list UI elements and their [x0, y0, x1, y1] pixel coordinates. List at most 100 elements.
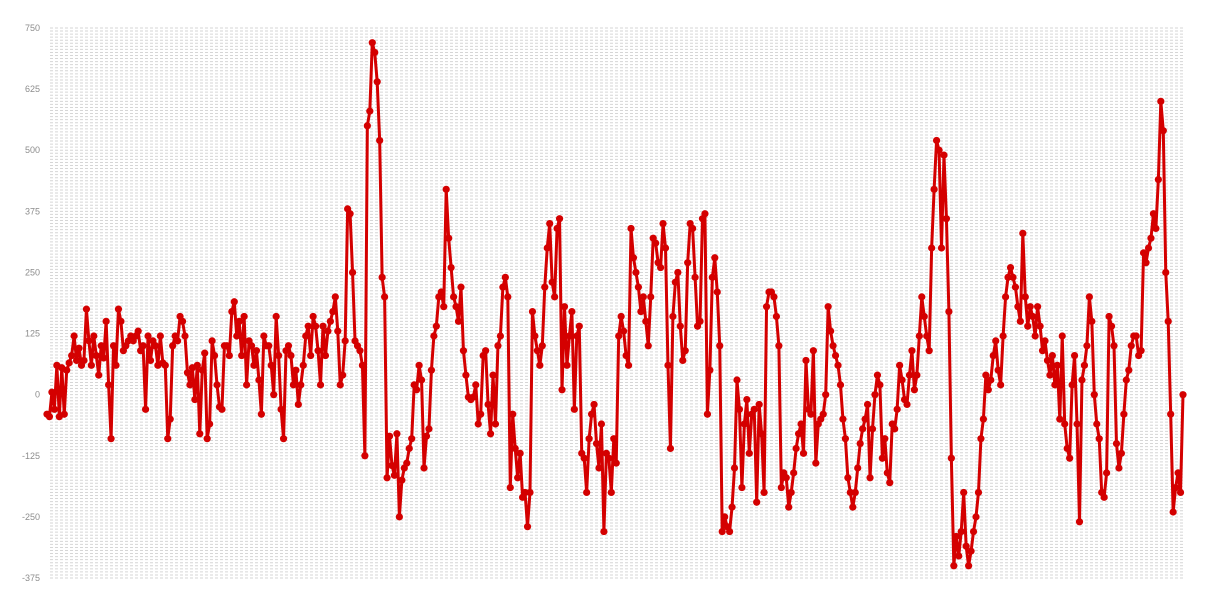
data-point: [684, 259, 692, 267]
data-point: [580, 454, 588, 462]
data-point: [563, 361, 571, 369]
data-point: [893, 405, 901, 413]
data-point: [287, 351, 295, 360]
data-point: [989, 351, 997, 360]
data-point: [275, 351, 283, 360]
data-point: [583, 488, 591, 497]
data-point: [70, 332, 78, 340]
data-point: [339, 371, 347, 379]
data-point: [827, 327, 835, 335]
data-point: [758, 430, 766, 438]
data-point: [1058, 332, 1066, 340]
data-point: [321, 351, 330, 360]
data-point: [851, 488, 859, 497]
data-point: [834, 361, 842, 369]
data-point: [918, 293, 926, 301]
data-point: [427, 366, 436, 374]
data-point: [1066, 454, 1074, 462]
data-point: [449, 293, 458, 301]
data-point: [1006, 263, 1015, 272]
data-point: [1068, 381, 1076, 389]
data-point: [208, 337, 216, 345]
data-point: [469, 393, 477, 401]
data-point: [896, 361, 904, 369]
data-point: [331, 293, 339, 301]
data-point: [777, 483, 785, 492]
data-point: [831, 351, 840, 360]
data-point: [627, 224, 635, 233]
data-point: [1103, 469, 1111, 477]
data-point: [499, 283, 507, 291]
data-point: [881, 435, 889, 443]
data-point: [1169, 508, 1177, 516]
data-point: [624, 361, 633, 369]
data-point: [728, 503, 736, 511]
data-point: [206, 420, 214, 428]
data-point: [960, 488, 968, 497]
data-point: [612, 459, 620, 467]
data-point: [60, 410, 68, 418]
data-point: [1100, 493, 1108, 501]
data-point: [925, 347, 933, 355]
data-point: [721, 513, 729, 521]
data-point: [186, 381, 194, 389]
data-point: [114, 305, 123, 313]
data-point: [107, 435, 115, 443]
data-point: [836, 381, 845, 389]
data-point: [1026, 303, 1034, 311]
data-point: [652, 239, 660, 247]
data-point: [521, 488, 529, 497]
data-point: [1019, 229, 1027, 237]
data-point: [482, 347, 490, 355]
data-point: [368, 39, 376, 47]
data-point: [782, 474, 790, 482]
data-point: [1034, 303, 1042, 311]
data-point: [716, 342, 724, 350]
data-point: [1159, 127, 1167, 135]
data-point: [413, 386, 421, 394]
data-point: [607, 488, 615, 497]
data-point: [1075, 518, 1084, 526]
y-tick-label: -125: [22, 451, 40, 461]
data-point: [1011, 283, 1020, 291]
data-point: [440, 303, 448, 311]
data-point: [787, 488, 795, 497]
data-point: [883, 469, 891, 477]
data-point: [405, 444, 413, 453]
data-point: [1149, 210, 1158, 218]
data-point: [336, 381, 344, 389]
data-point: [255, 376, 263, 384]
data-point: [1117, 449, 1125, 457]
data-point: [156, 332, 164, 340]
data-point: [388, 461, 396, 470]
data-point: [713, 288, 721, 296]
data-point: [356, 347, 364, 355]
data-point: [573, 332, 581, 340]
data-point: [117, 317, 125, 325]
data-point: [839, 415, 847, 423]
data-point: [1120, 410, 1128, 418]
data-point: [703, 410, 712, 418]
data-point: [745, 449, 753, 457]
data-point: [905, 371, 914, 379]
data-point: [82, 305, 91, 313]
data-point: [166, 415, 174, 423]
data-point: [600, 527, 608, 536]
data-point: [312, 322, 320, 330]
data-point: [910, 386, 919, 394]
data-point: [1041, 337, 1049, 345]
data-point: [292, 366, 300, 374]
data-point: [876, 381, 884, 389]
data-point: [1127, 342, 1135, 350]
data-point: [146, 356, 155, 365]
data-point: [863, 400, 872, 409]
data-point: [711, 254, 719, 262]
data-point: [809, 347, 817, 355]
data-point: [523, 523, 532, 531]
data-point: [112, 361, 120, 369]
data-point: [432, 322, 440, 330]
data-point: [750, 405, 758, 413]
data-point: [799, 449, 808, 457]
data-point: [385, 432, 394, 440]
data-point: [696, 317, 704, 325]
